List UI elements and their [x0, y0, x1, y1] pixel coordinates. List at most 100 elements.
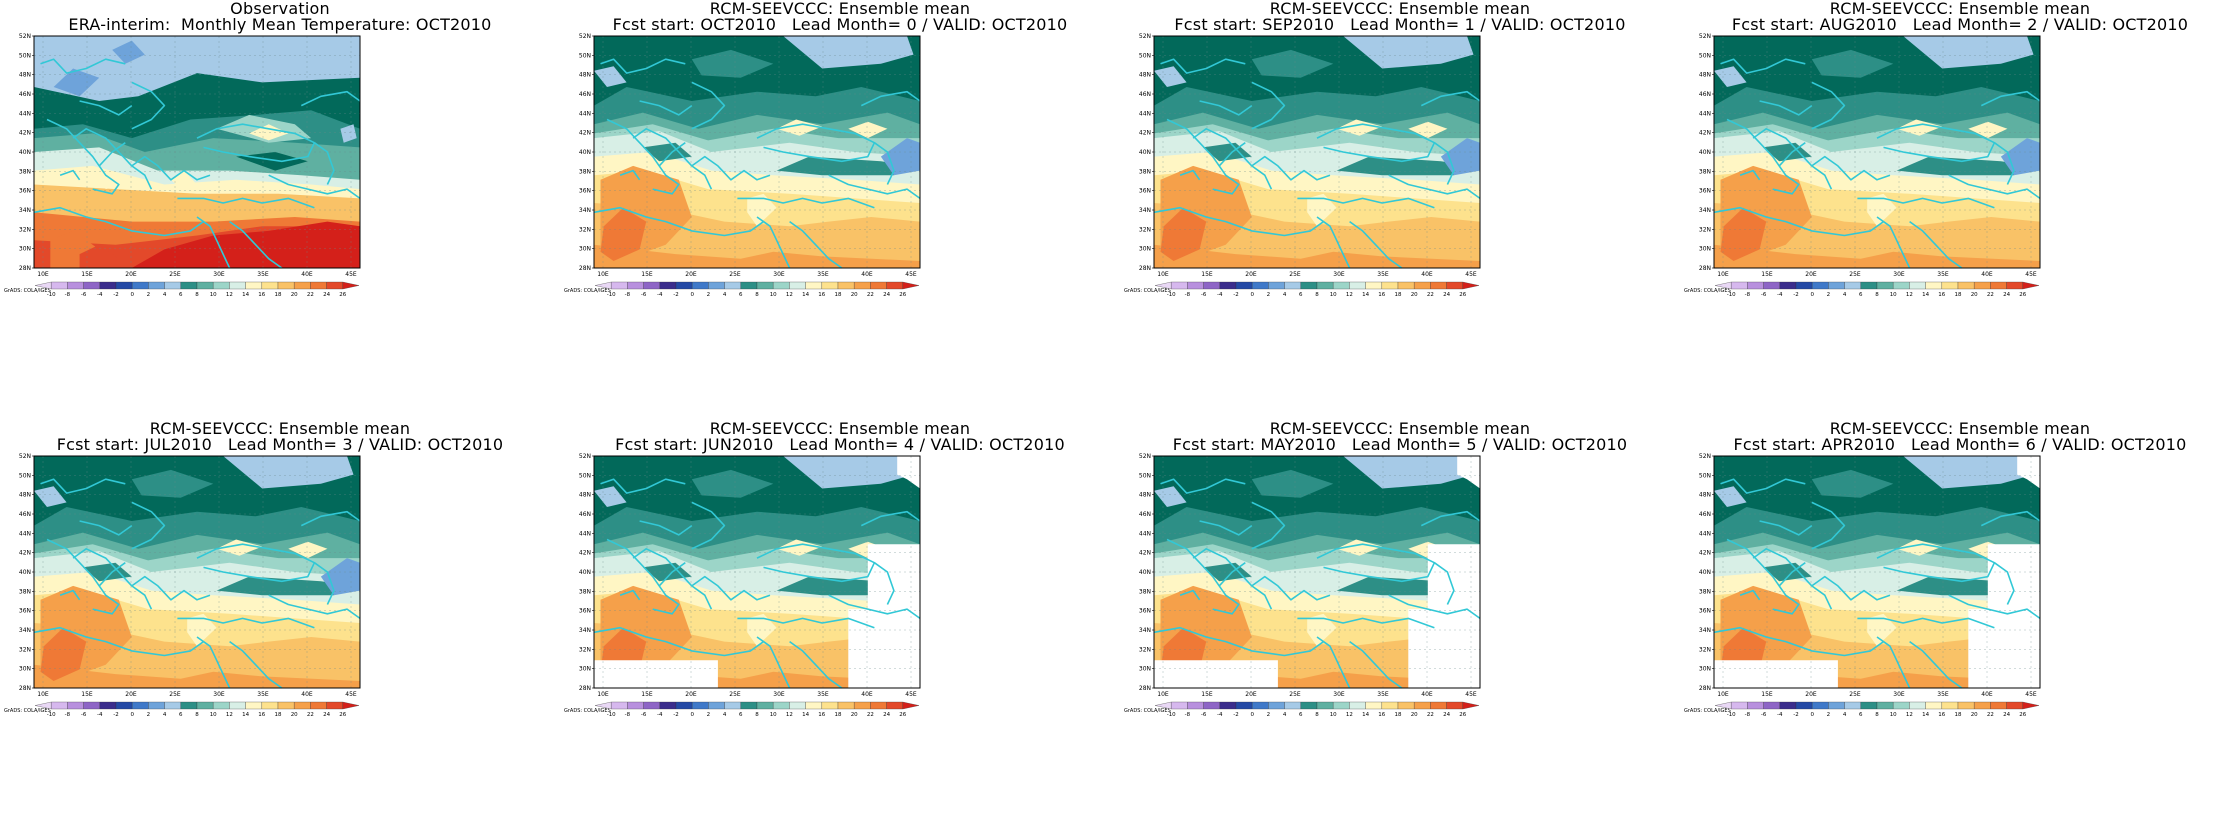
- lon-tick-label: 15E: [81, 271, 93, 278]
- colorbar-label: 8: [755, 292, 759, 298]
- lon-tick-label: 20E: [125, 691, 137, 698]
- lat-tick-label: 50N: [1139, 472, 1151, 479]
- colorbar-swatch: [1381, 281, 1399, 290]
- latitude-labels: 52N 50N 48N 46N 44N 42N 40N 38N 36N 34N 32N 30N 28N: [579, 33, 594, 272]
- lon-tick-label: 35E: [817, 271, 829, 278]
- lat-tick-label: 44N: [1139, 530, 1151, 537]
- colorbar-label: 14: [1922, 292, 1929, 298]
- colorbar-label: 24: [1443, 712, 1450, 718]
- lat-tick-label: 46N: [579, 511, 591, 518]
- colorbar-swatch: [132, 281, 149, 290]
- colorbar-swatch: [1462, 281, 1480, 290]
- lon-tick-label: 20E: [125, 271, 137, 278]
- lat-tick-label: 50N: [1139, 52, 1151, 59]
- lat-tick-label: 42N: [579, 130, 591, 137]
- contour-band: [1811, 469, 1894, 498]
- coastlines: [593, 58, 921, 269]
- panel-title: RCM-SEEVCCC: Ensemble mean: [709, 0, 971, 18]
- colorbar-swatch: [659, 281, 677, 290]
- credit-label: GrADS: COLA/IGES: [1684, 288, 1731, 294]
- lon-tick-label: 15E: [1761, 271, 1773, 278]
- lat-tick-label: 48N: [1699, 72, 1711, 79]
- colorbar-label: 16: [1378, 712, 1385, 718]
- credit-label: GrADS: COLA/IGES: [1124, 288, 1171, 294]
- colorbar-label: 4: [1283, 712, 1287, 718]
- lat-tick-label: 44N: [19, 110, 31, 117]
- latitude-labels: 52N 50N 48N 46N 44N 42N 40N 38N 36N 34N 32N 30N 28N: [579, 453, 594, 692]
- colorbar-swatch: [643, 281, 660, 290]
- longitude-labels: 10E 15E 20E 25E 30E 35E 40E 45E: [1157, 271, 1477, 278]
- lat-tick-label: 38N: [1139, 168, 1151, 175]
- colorbar-swatch: [1187, 281, 1204, 290]
- lat-tick-label: 50N: [1699, 52, 1711, 59]
- lon-tick-label: 25E: [1849, 691, 1861, 698]
- colorbar-swatch: [1171, 281, 1188, 290]
- colorbar-label: 16: [1938, 712, 1945, 718]
- contour-band: [1811, 49, 1894, 78]
- colorbar-swatch: [164, 701, 181, 710]
- lon-tick-label: 10E: [1157, 271, 1169, 278]
- lat-tick-label: 46N: [19, 511, 31, 518]
- colorbar-label: -8: [65, 712, 71, 718]
- lat-tick-label: 28N: [19, 265, 31, 272]
- colorbar-swatch: [708, 701, 725, 710]
- colorbar-swatch: [2006, 701, 2023, 710]
- colorbar-swatch: [1779, 281, 1797, 290]
- colorbar-label: 12: [786, 292, 793, 298]
- lat-tick-label: 30N: [1139, 666, 1151, 673]
- colorbar-label: 24: [323, 712, 330, 718]
- colorbar-swatch: [132, 701, 149, 710]
- lat-tick-label: 44N: [1699, 110, 1711, 117]
- colorbar-label: 20: [1971, 712, 1978, 718]
- lat-tick-label: 32N: [1699, 646, 1711, 653]
- colorbar-swatch: [1763, 281, 1780, 290]
- lat-tick-label: 40N: [19, 569, 31, 576]
- colorbar-swatch: [1235, 701, 1253, 710]
- colorbar-swatch: [1349, 701, 1366, 710]
- colorbar-swatch: [627, 701, 644, 710]
- lat-tick-label: 44N: [19, 530, 31, 537]
- longitude-labels: 10E 15E 20E 25E 30E 35E 40E 45E: [37, 691, 357, 698]
- colorbar-swatch: [821, 281, 839, 290]
- lat-tick-label: 50N: [1699, 472, 1711, 479]
- colorbar-swatch: [1925, 701, 1942, 710]
- lat-tick-label: 44N: [579, 110, 591, 117]
- colorbar-swatch: [196, 281, 214, 290]
- lat-tick-label: 36N: [1699, 188, 1711, 195]
- lon-tick-label: 35E: [257, 691, 269, 698]
- colorbar-label: 0: [1250, 292, 1254, 298]
- colorbar-swatch: [1909, 701, 1926, 710]
- colorbar-swatch: [1828, 281, 1845, 290]
- colorbar-swatch: [1349, 281, 1366, 290]
- contour-band: [1714, 66, 1747, 87]
- colorbar-label: 18: [835, 292, 842, 298]
- contour-band: [1714, 486, 1747, 507]
- colorbar-label: 8: [1875, 292, 1879, 298]
- colorbar-label: 16: [1378, 292, 1385, 298]
- lat-tick-label: 50N: [579, 52, 591, 59]
- lon-tick-label: 40E: [301, 691, 313, 698]
- colorbar-label: 6: [179, 292, 183, 298]
- lon-tick-label: 10E: [597, 271, 609, 278]
- lon-tick-label: 10E: [37, 271, 49, 278]
- lat-tick-label: 38N: [19, 168, 31, 175]
- colorbar-label: 20: [851, 292, 858, 298]
- lat-tick-label: 50N: [19, 472, 31, 479]
- colorbar-swatch: [1300, 281, 1318, 290]
- coastlines: [1713, 478, 2041, 689]
- contour-band: [691, 469, 774, 498]
- colorbar-label: 16: [818, 292, 825, 298]
- colorbar-swatch: [310, 281, 327, 290]
- lat-tick-label: 40N: [579, 569, 591, 576]
- colorbar: -10 -8 -6 -4 -2 0 2 4 6 8 10 12 14 16 18 20 22 24 26: [34, 701, 360, 718]
- contour-band: [783, 36, 914, 69]
- colorbar-swatch: [67, 701, 84, 710]
- colorbar-label: -8: [1185, 292, 1191, 298]
- latitude-labels: 52N 50N 48N 46N 44N 42N 40N 38N 36N 34N 32N 30N 28N: [1139, 33, 1154, 272]
- colorbar-label: 6: [1859, 712, 1863, 718]
- lat-tick-label: 30N: [1699, 246, 1711, 253]
- colorbar-label: -10: [1727, 292, 1736, 298]
- colorbar-label: 14: [1362, 292, 1369, 298]
- colorbar-swatch: [213, 701, 230, 710]
- grid-lines: [1154, 456, 1480, 688]
